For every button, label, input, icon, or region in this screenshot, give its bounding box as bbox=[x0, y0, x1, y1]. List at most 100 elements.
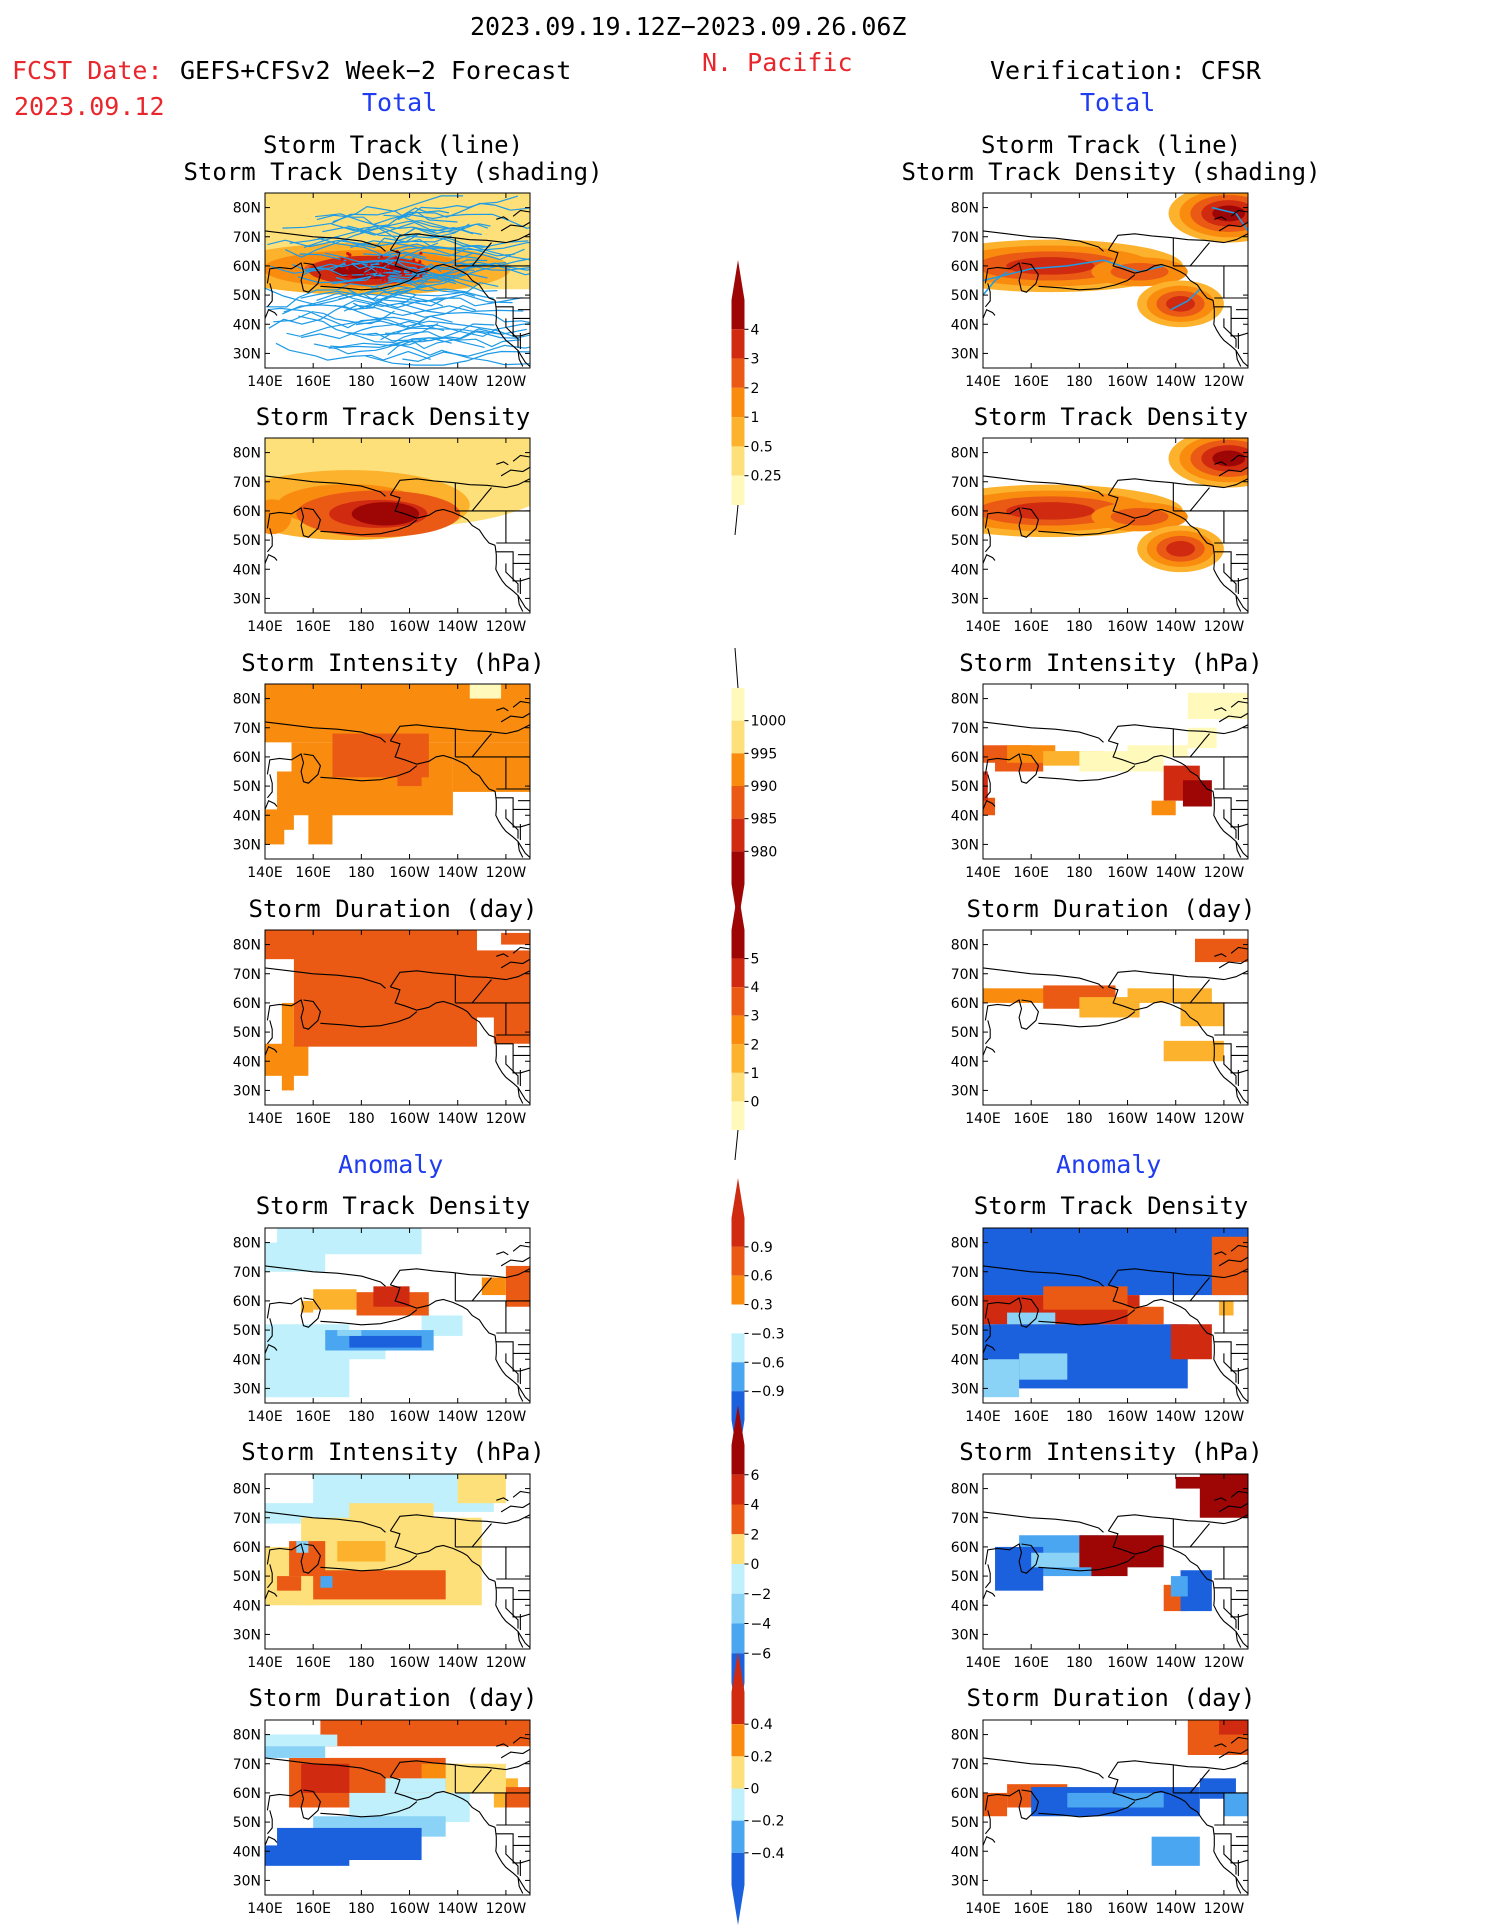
lon-tick-label: 140E bbox=[965, 374, 1001, 390]
lat-tick-label: 80N bbox=[233, 1482, 261, 1498]
lat-tick-label: 70N bbox=[233, 1757, 261, 1773]
density-contour bbox=[1212, 450, 1246, 467]
lon-tick-label: 120W bbox=[486, 1409, 527, 1425]
colorbar-arrow-top bbox=[731, 260, 745, 300]
lat-tick-label: 30N bbox=[233, 1083, 261, 1099]
storm-point bbox=[390, 268, 394, 273]
map-panel: 80N 70N 60N 50N 40N 30N 140E 160E 180 160W 140W 120… bbox=[951, 192, 1249, 390]
colorbar-label: −0.4 bbox=[751, 1846, 785, 1862]
lat-tick-label: 80N bbox=[233, 1236, 261, 1252]
colorbar-arrow-top bbox=[731, 890, 745, 930]
colorbar-arrow-top bbox=[731, 1652, 745, 1692]
colorbar-label: 3 bbox=[751, 1009, 760, 1025]
density-contour bbox=[351, 502, 420, 526]
map-panel: 80N 70N 60N 50N 40N 30N 140E 160E 180 160W 140W 120… bbox=[951, 1227, 1249, 1425]
lon-tick-label: 120W bbox=[1204, 374, 1245, 390]
storm-track-line bbox=[350, 240, 530, 251]
title-r6: Storm Intensity (hPa) bbox=[959, 1438, 1263, 1466]
grid-cell bbox=[995, 1324, 1080, 1339]
storm-track-line bbox=[275, 342, 431, 361]
lon-tick-label: 140E bbox=[247, 1111, 283, 1127]
storm-point bbox=[345, 266, 349, 270]
lon-tick-label: 180 bbox=[348, 1901, 375, 1917]
lon-tick-label: 160W bbox=[389, 1409, 430, 1425]
grid-cell bbox=[1219, 1300, 1234, 1316]
storm-track-line bbox=[302, 262, 428, 280]
title-l2: Storm Track Density bbox=[255, 403, 531, 431]
colorbar-swatch bbox=[731, 1788, 745, 1821]
lon-tick-label: 160W bbox=[389, 374, 430, 390]
lat-tick-label: 40N bbox=[233, 562, 261, 578]
grid-cell bbox=[1170, 1576, 1188, 1597]
lat-tick-label: 50N bbox=[233, 1569, 261, 1585]
storm-point bbox=[370, 275, 375, 279]
lon-tick-label: 160W bbox=[389, 619, 430, 635]
colorbar-swatch bbox=[731, 851, 745, 884]
map-panel: 80N 70N 60N 50N 40N 30N 140E 160E 180 160W 140W 120… bbox=[233, 683, 531, 881]
colorbar-label: 2 bbox=[751, 1527, 760, 1543]
storm-point bbox=[386, 264, 390, 268]
lon-tick-label: 180 bbox=[1066, 865, 1093, 881]
colorbar-swatch bbox=[731, 387, 745, 418]
lat-tick-label: 50N bbox=[951, 1025, 979, 1041]
lat-tick-label: 80N bbox=[951, 692, 979, 708]
colorbar-label: 2 bbox=[751, 1037, 760, 1053]
lat-tick-label: 40N bbox=[233, 317, 261, 333]
lon-tick-label: 160W bbox=[389, 865, 430, 881]
lat-tick-label: 40N bbox=[951, 317, 979, 333]
colorbar-label: −0.9 bbox=[751, 1384, 785, 1400]
colorbar-swatch bbox=[731, 329, 745, 359]
lat-tick-label: 80N bbox=[951, 446, 979, 462]
colorbar-label: 6 bbox=[751, 1468, 760, 1484]
grid-cell bbox=[1223, 1792, 1248, 1817]
storm-point bbox=[400, 270, 404, 274]
colorbar-swatch bbox=[731, 358, 745, 388]
storm-track-line bbox=[300, 290, 444, 307]
storm-point bbox=[349, 274, 353, 278]
colorbar-label: −2 bbox=[751, 1587, 772, 1603]
colorbar-duration-anomaly: 0.4 0.2 0 −0.2 −0.4 bbox=[731, 1652, 785, 1925]
verification-label: Verification: CFSR bbox=[990, 56, 1261, 85]
lat-tick-label: 60N bbox=[233, 1294, 261, 1310]
title-r1b: Storm Track Density (shading) bbox=[901, 158, 1321, 186]
map-panel: 80N 70N 60N 50N 40N 30N 140E 160E 180 160W 140W 120… bbox=[951, 683, 1249, 881]
lat-tick-label: 70N bbox=[951, 230, 979, 246]
lat-tick-label: 30N bbox=[951, 1083, 979, 1099]
lat-tick-label: 60N bbox=[233, 1786, 261, 1802]
lat-tick-label: 60N bbox=[951, 996, 979, 1012]
map-frame bbox=[982, 683, 1249, 860]
storm-track-line bbox=[334, 293, 513, 311]
grid-cell bbox=[1007, 1312, 1056, 1325]
coastline bbox=[983, 1244, 1248, 1402]
title-l3: Storm Intensity (hPa) bbox=[241, 649, 545, 677]
coastline bbox=[265, 700, 530, 858]
title-l1b: Storm Track Density (shading) bbox=[183, 158, 603, 186]
grid-cell bbox=[337, 1541, 386, 1562]
map-frame bbox=[264, 1719, 531, 1896]
lat-tick-label: 40N bbox=[233, 1598, 261, 1614]
map-frame bbox=[982, 1719, 1249, 1896]
grid-cell bbox=[1127, 1306, 1164, 1325]
title-r7: Storm Duration (day) bbox=[966, 1684, 1256, 1712]
map-frame bbox=[264, 929, 531, 1106]
lat-tick-label: 50N bbox=[233, 1323, 261, 1339]
lat-tick-label: 80N bbox=[951, 1236, 979, 1252]
density-contour bbox=[1166, 541, 1195, 557]
lat-tick-label: 50N bbox=[233, 533, 261, 549]
colorbar-arrow-top bbox=[731, 1178, 745, 1218]
lon-tick-label: 140W bbox=[1155, 1409, 1196, 1425]
grid-cell bbox=[313, 1570, 446, 1600]
map-frame bbox=[982, 192, 1249, 369]
lat-tick-label: 80N bbox=[233, 201, 261, 217]
grid-cell bbox=[265, 1043, 309, 1076]
title-l4: Storm Duration (day) bbox=[248, 895, 538, 923]
map-frame bbox=[264, 437, 531, 614]
lon-tick-label: 160E bbox=[295, 619, 331, 635]
lon-tick-label: 160E bbox=[1013, 619, 1049, 635]
lat-tick-label: 40N bbox=[233, 1352, 261, 1368]
map-frame bbox=[264, 1227, 531, 1404]
colorbar-swatch bbox=[731, 1218, 745, 1247]
colorbar-swatch bbox=[731, 417, 745, 447]
lon-tick-label: 120W bbox=[486, 1901, 527, 1917]
anomaly-left-title: Anomaly bbox=[338, 1150, 444, 1179]
